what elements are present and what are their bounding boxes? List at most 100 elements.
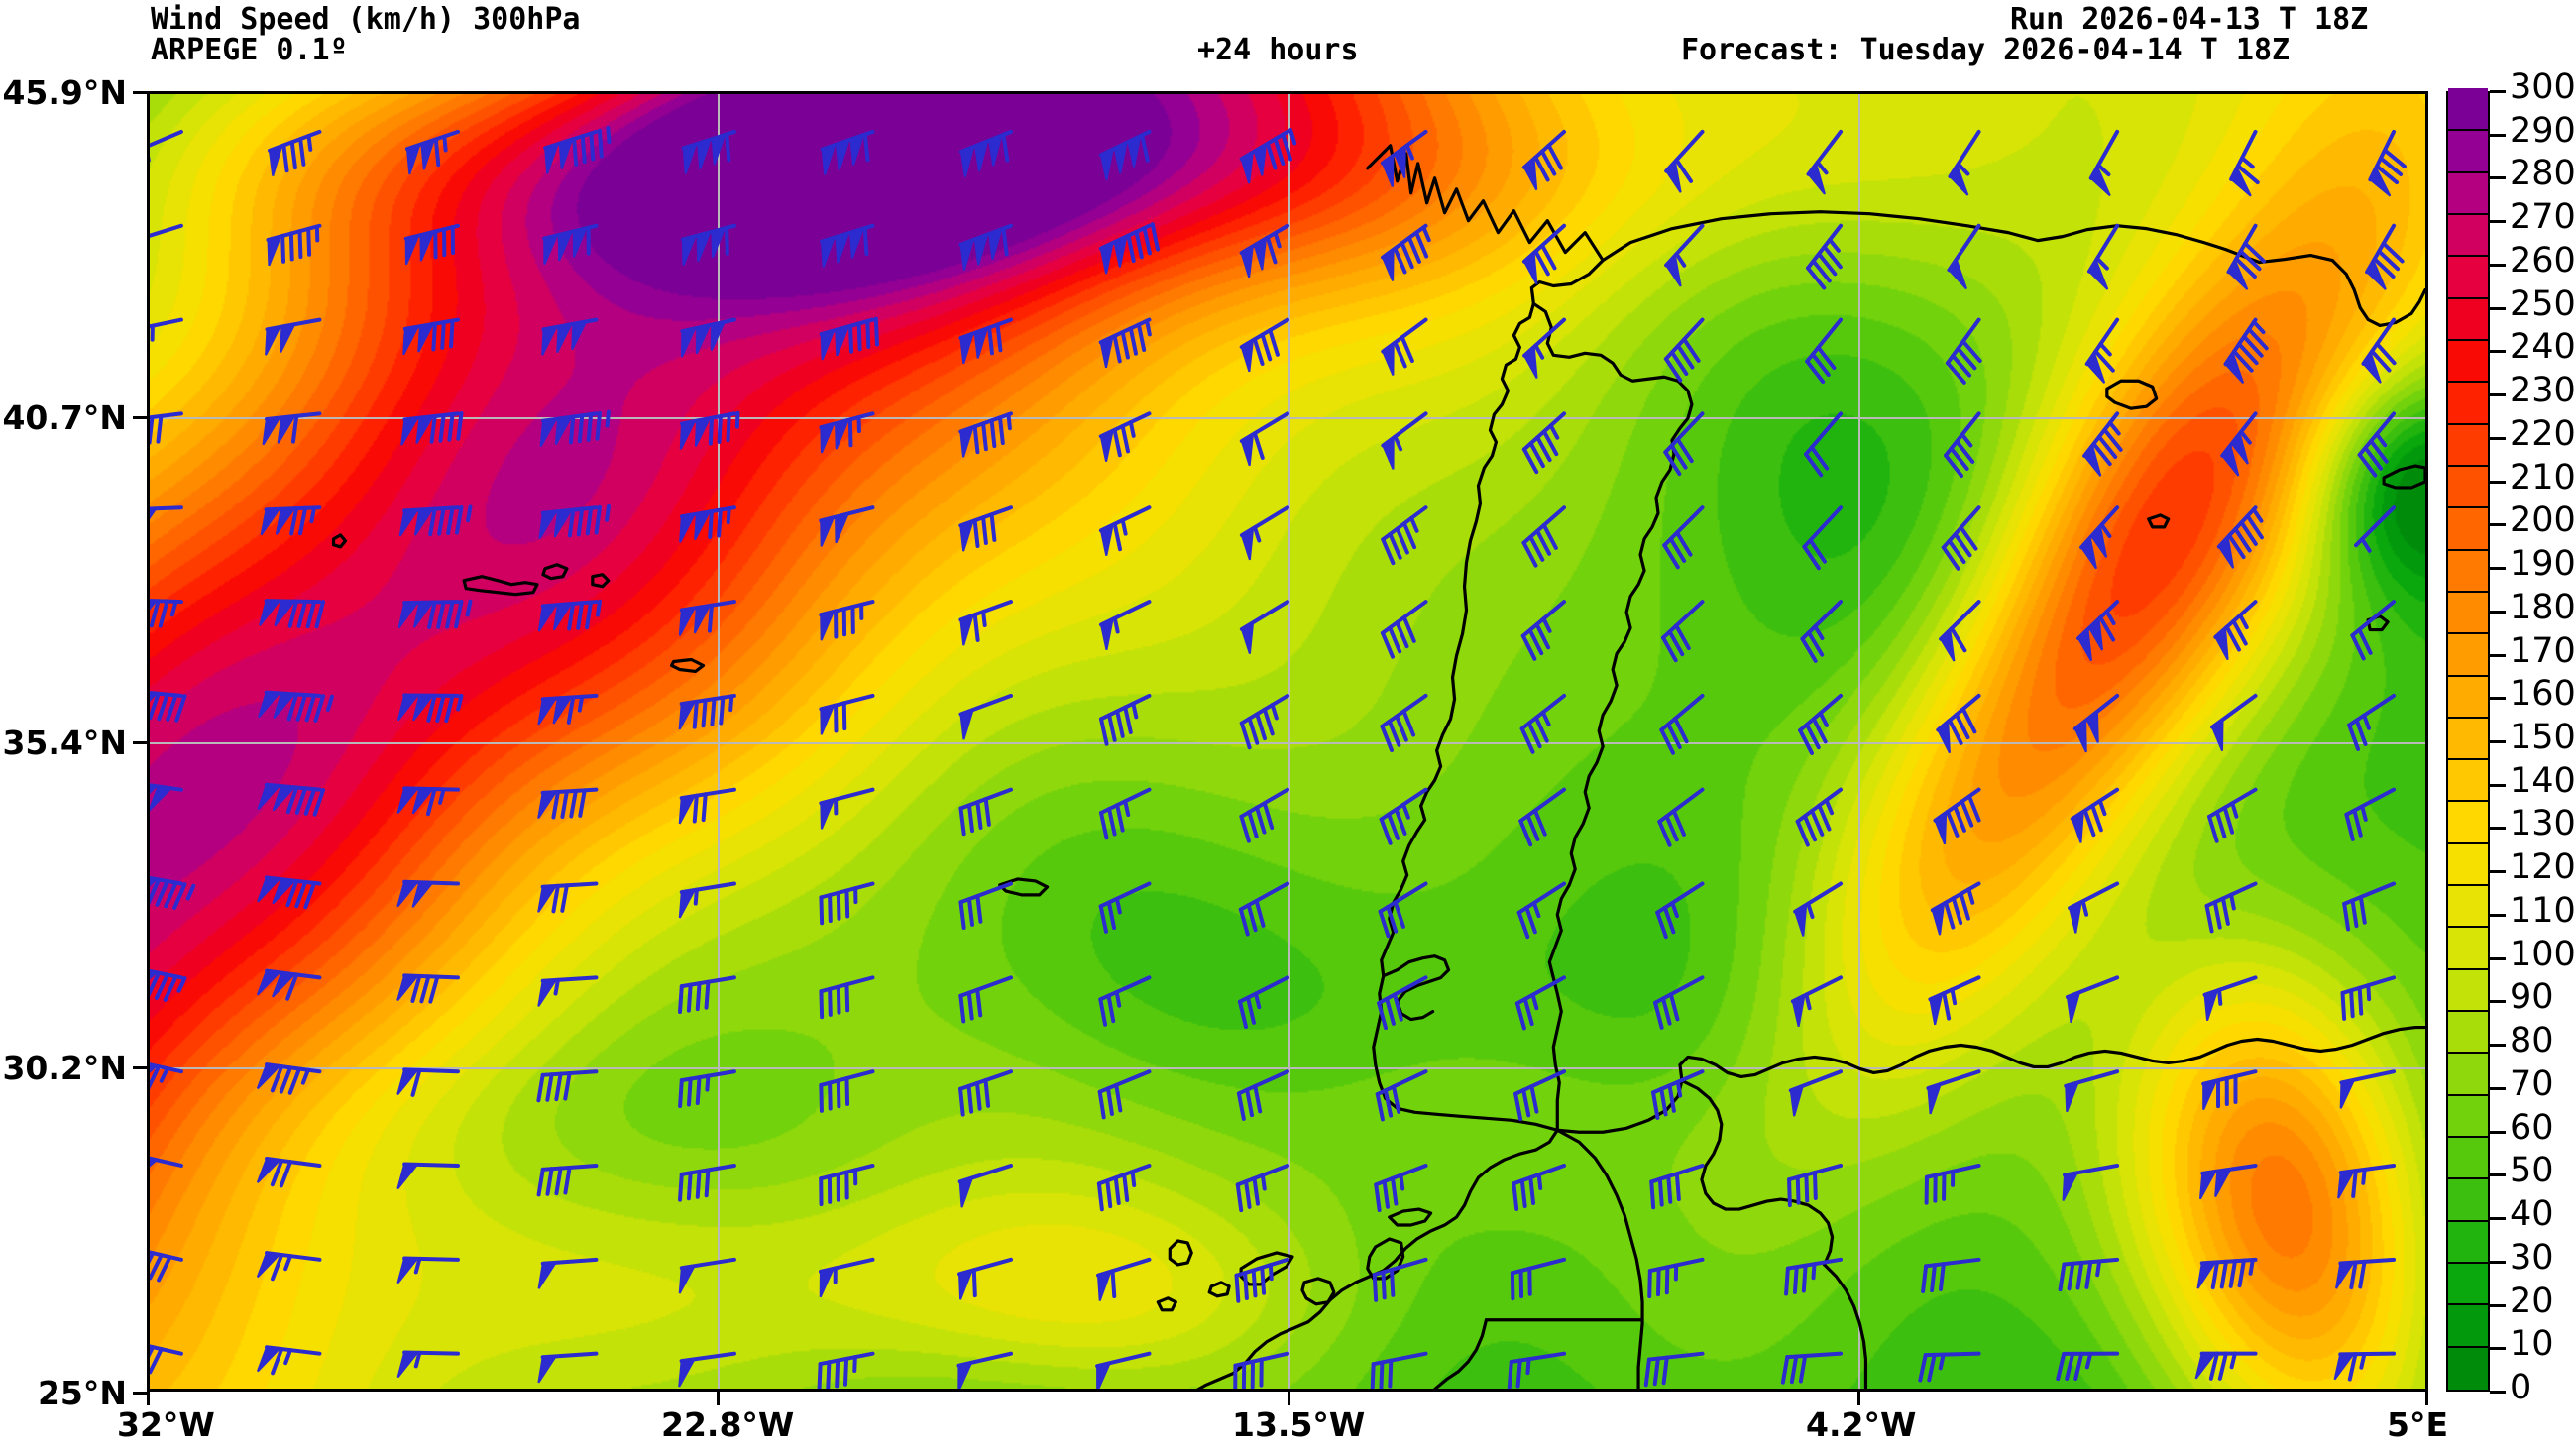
colorbar-separator [2448, 506, 2488, 509]
wind-barb [1239, 317, 1289, 373]
x-axis-tick [1857, 1392, 1860, 1405]
colorbar[interactable] [2446, 88, 2490, 1392]
wind-barb [1235, 1163, 1289, 1213]
colorbar-tick [2490, 176, 2506, 180]
colorbar-segment [2448, 885, 2488, 929]
wind-barb [1516, 881, 1567, 940]
wind-barb [537, 599, 603, 632]
wind-barb [539, 409, 611, 448]
colorbar-tick-label: 100 [2510, 934, 2576, 974]
wind-barb [256, 1156, 322, 1188]
wind-barb [256, 1251, 322, 1282]
colorbar-tick-label: 290 [2510, 110, 2576, 151]
colorbar-tick-label: 40 [2510, 1194, 2554, 1235]
colorbar-tick [2490, 1173, 2506, 1177]
wind-barb [1379, 787, 1428, 845]
colorbar-segment [2448, 718, 2488, 761]
colorbar-separator [2448, 841, 2488, 844]
wind-barb [1941, 505, 1981, 571]
wind-barb [1784, 1257, 1844, 1296]
colorbar-tick [2490, 610, 2506, 614]
wind-barb [1098, 693, 1152, 746]
wind-barb [679, 410, 740, 450]
colorbar-tick-label: 170 [2510, 630, 2576, 671]
colorbar-tick-label: 270 [2510, 197, 2576, 238]
wind-barb [1380, 693, 1428, 752]
colorbar-tick [2490, 90, 2506, 93]
colorbar-segment [2448, 88, 2488, 132]
colorbar-segment [2448, 423, 2488, 467]
wind-barb [2333, 1351, 2397, 1382]
wind-barb [2198, 1163, 2258, 1200]
colorbar-separator [2448, 1093, 2488, 1096]
wind-barb [400, 410, 464, 446]
colorbar-tick-label: 240 [2510, 327, 2576, 368]
colorbar-segment [2448, 801, 2488, 844]
map-plot-area[interactable] [147, 91, 2428, 1392]
colorbar-tick [2490, 480, 2506, 484]
wind-barb [1520, 600, 1567, 661]
wind-barb [819, 1163, 875, 1207]
wind-barb [396, 879, 460, 908]
x-axis-label: 13.5°W [1232, 1405, 1366, 1444]
wind-barb [2337, 1163, 2397, 1199]
wind-barb [1510, 1257, 1567, 1301]
wind-barb [956, 1351, 1014, 1389]
y-axis-label: 35.4°N [2, 724, 127, 762]
colorbar-tick [2490, 523, 2506, 527]
y-axis-tick [133, 91, 147, 94]
graticule-line-lat [150, 742, 2425, 744]
map-title: Wind Speed (km/h) 300hPa [151, 2, 581, 37]
graticule-line-lon [718, 94, 720, 1389]
wind-barb [958, 787, 1014, 837]
wind-barb [1239, 223, 1289, 279]
wind-barb [1370, 1351, 1428, 1389]
colorbar-separator [2448, 1010, 2488, 1013]
wind-barb [396, 1350, 460, 1379]
colorbar-segment [2448, 1053, 2488, 1096]
wind-barb [150, 968, 187, 1002]
wind-barb [1944, 411, 1981, 478]
colorbar-separator [2448, 464, 2488, 467]
colorbar-separator [2448, 884, 2488, 887]
colorbar-tick-label: 110 [2510, 890, 2576, 931]
wind-barb [1928, 975, 1981, 1026]
colorbar-tick-label: 50 [2510, 1151, 2554, 1191]
colorbar-tick-label: 10 [2510, 1324, 2554, 1365]
wind-barb [1939, 600, 1981, 662]
colorbar-tick [2490, 567, 2506, 571]
wind-barb [1805, 317, 1844, 385]
wind-barb [1239, 128, 1297, 184]
wind-barb [817, 1351, 875, 1389]
wind-barb [1380, 129, 1428, 187]
wind-barb [260, 505, 322, 536]
colorbar-separator [2448, 338, 2488, 341]
wind-barb [542, 223, 599, 265]
wind-barb [256, 968, 322, 1001]
colorbar-segment [2448, 843, 2488, 887]
colorbar-separator [2448, 800, 2488, 803]
colorbar-segment [2448, 256, 2488, 299]
wind-barb [2194, 1351, 2258, 1381]
wind-barb [820, 223, 875, 268]
wind-barb [1098, 317, 1152, 368]
wind-barb [2342, 881, 2397, 932]
colorbar-tick-label: 230 [2510, 371, 2576, 411]
wind-barb [1800, 600, 1844, 663]
colorbar-tick-label: 20 [2510, 1281, 2554, 1321]
wind-barb [1659, 693, 1705, 755]
wind-barb [1234, 1257, 1289, 1303]
wind-barb [2223, 317, 2269, 385]
colorbar-segment [2448, 549, 2488, 593]
wind-barb [1237, 975, 1289, 1029]
colorbar-tick-label: 0 [2510, 1368, 2532, 1407]
wind-barb [537, 787, 599, 820]
y-axis-tick [133, 1066, 147, 1069]
wind-barb [538, 503, 611, 540]
wind-barb [957, 1257, 1014, 1300]
wind-barb [1936, 693, 1981, 754]
wind-barb [818, 1257, 875, 1298]
colorbar-tick-label: 70 [2510, 1063, 2554, 1104]
colorbar-tick-label: 130 [2510, 804, 2576, 844]
y-axis-tick [133, 416, 147, 419]
